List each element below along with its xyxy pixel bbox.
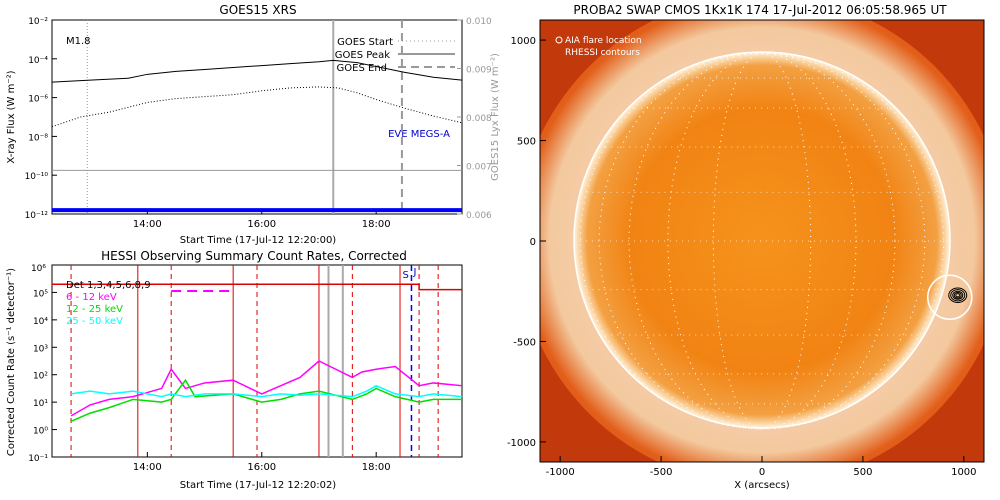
swap-x-tick-label: 1000 (951, 467, 976, 478)
hessi-top-label-s: S (402, 270, 408, 281)
goes-yr-tick-label: 0.006 (466, 211, 492, 221)
goes-plot-frame (51, 19, 463, 215)
hessi-x-tick-label: 16:00 (247, 462, 276, 473)
swap-y-tick-label: -1000 (507, 438, 536, 449)
grid-longitude-line (667, 52, 857, 430)
swap-y-tick-label: 500 (517, 137, 536, 148)
goes-yr-tick-label: 0.007 (466, 163, 492, 173)
swap-title: PROBA2 SWAP CMOS 1Kx1K 174 17-Jul-2012 0… (573, 3, 947, 17)
goes-series-long (51, 59, 463, 83)
rhessi-contour-ring (950, 289, 966, 302)
hessi-legend-label: Det 1,3,4,5,6,8,9 (66, 280, 151, 291)
hessi-x-tick-label: 14:00 (133, 462, 162, 473)
swap-x-tick-label: -1000 (546, 467, 575, 478)
legend-circle-icon (555, 36, 563, 44)
hessi-y-tick-label: 10⁴ (33, 317, 48, 327)
goes-y-tick-label: 10⁻¹⁰ (25, 172, 49, 182)
rhessi-contour-ring (955, 293, 961, 298)
swap-xlabel: X (arcsecs) (734, 480, 790, 491)
hessi-x-tick-label: 18:00 (362, 462, 391, 473)
goes-legend-label: GOES End (337, 63, 387, 74)
swap-x-tick-label: -500 (650, 467, 673, 478)
flare-class-annotation: M1.8 (66, 36, 91, 47)
hessi-y-tick-label: 10⁰ (33, 427, 48, 437)
hessi-series-12-25-kev (70, 378, 462, 423)
goes-legend-label: GOES Peak (335, 50, 390, 61)
hessi-legend-label: 12 - 25 keV (66, 304, 123, 315)
solar-disk (574, 52, 950, 428)
hessi-chart: HESSI Observing Summary Count Rates, Cor… (6, 249, 463, 491)
hessi-series-6-12-kev (70, 360, 463, 417)
hessi-series-25-50-kev (70, 384, 463, 398)
hessi-ylabel: Corrected Count Rate (s⁻¹ detector⁻¹) (6, 268, 17, 456)
swap-y-tick-label: 1000 (511, 36, 536, 47)
rhessi-contours (927, 274, 973, 320)
goes-y-tick-label: 10⁻¹² (25, 211, 49, 221)
hessi-y-tick-label: 10² (33, 372, 48, 382)
hessi-top-label-j: J (412, 267, 416, 278)
hessi-y-top-label: 10⁶ (31, 264, 46, 274)
goes-yr-tick-label: 0.009 (466, 66, 492, 76)
hessi-attenuator-state (52, 283, 462, 291)
swap-y-tick-label: 0 (530, 237, 536, 248)
solar-limb (573, 51, 951, 429)
goes-yr-tick-label: 0.008 (466, 114, 492, 124)
goes-ylabel-right: GOES15 Lyx Flux (W m⁻²) (490, 53, 501, 181)
goes-y-tick-label: 10⁻² (28, 17, 48, 27)
swap-x-tick-label: 500 (853, 467, 872, 478)
swap-legend-label: RHESSI contours (565, 48, 640, 58)
hessi-legend-label: 6 - 12 keV (66, 292, 117, 303)
goes-chart: GOES15 XRS Start Time (17-Jul-12 12:20:0… (6, 3, 501, 246)
swap-image-panel: PROBA2 SWAP CMOS 1Kx1K 174 17-Jul-2012 0… (507, 3, 985, 491)
hessi-y-tick-label: 10⁻¹ (28, 454, 48, 464)
hessi-xlabel: Start Time (17-Jul-12 12:20:02) (180, 480, 337, 491)
rhessi-contour-ring (948, 287, 968, 303)
goes-yr-tick-label: 0.010 (466, 17, 492, 27)
rhessi-contour-ring (952, 290, 964, 300)
goes-series-short (51, 86, 463, 128)
hessi-y-tick-label: 10³ (33, 344, 48, 354)
hessi-legend-label: 25 - 50 keV (66, 316, 123, 327)
aia-flare-circle (927, 274, 973, 320)
goes-legend-label: GOES Start (337, 37, 393, 48)
goes-y-tick-label: 10⁻⁶ (28, 95, 48, 105)
swap-x-tick-label: 0 (759, 467, 765, 478)
rhessi-contour-ring (953, 291, 962, 299)
goes-y-tick-label: 10⁻⁸ (28, 133, 48, 143)
goes-title: GOES15 XRS (219, 3, 296, 17)
goes-y-tick-label: 10⁻⁴ (28, 56, 48, 66)
hessi-y-tick-label: 10¹ (33, 399, 48, 409)
goes-x-tick-label: 14:00 (133, 219, 162, 230)
swap-y-tick-label: -500 (513, 337, 536, 348)
heliographic-grid (574, 52, 950, 430)
goes-x-tick-label: 18:00 (362, 219, 391, 230)
swap-legend-label: AIA flare location (565, 36, 642, 46)
hessi-title: HESSI Observing Summary Count Rates, Cor… (101, 249, 407, 263)
goes-x-tick-label: 16:00 (247, 219, 276, 230)
goes-xlabel: Start Time (17-Jul-12 12:20:00) (180, 235, 337, 246)
eve-megs-label: EVE MEGS-A (388, 129, 450, 140)
hessi-y-tick-label: 10⁵ (33, 289, 48, 299)
grid-longitude-line (628, 52, 896, 430)
grid-longitude-line (579, 52, 945, 430)
goes-ylabel: X-ray Flux (W m⁻²) (6, 70, 17, 163)
